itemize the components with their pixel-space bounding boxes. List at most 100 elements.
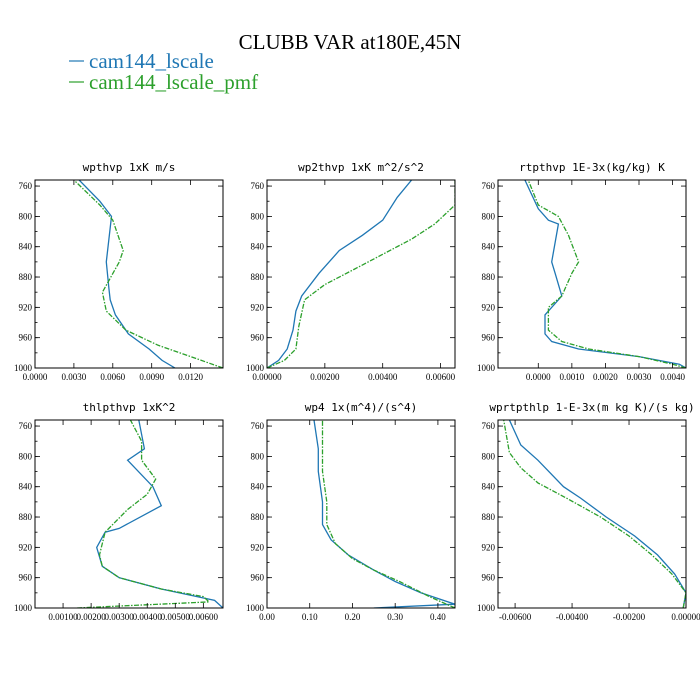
x-tick-label: 0.0000	[23, 372, 48, 382]
panel-2: wp2thvp 1xK m^2/s^2 760 800 840 880 920 960 100…	[246, 161, 456, 382]
y-tick-label: 760	[482, 181, 496, 191]
y-tick-label: 840	[482, 482, 496, 492]
legend-label-1: cam144_lscale	[89, 49, 214, 73]
y-tick-label: 1000	[477, 363, 496, 373]
y-tick-label: 1000	[246, 603, 265, 613]
y-tick-label: 840	[251, 242, 265, 252]
x-tick-label: 0.00	[259, 612, 275, 622]
x-tick-label: 0.0090	[139, 372, 164, 382]
y-tick-label: 840	[19, 242, 33, 252]
series-line-1	[313, 420, 455, 608]
y-tick-label: 800	[251, 211, 265, 221]
y-tick-label: 920	[251, 542, 265, 552]
y-tick-label: 880	[251, 512, 265, 522]
x-tick-label: 0.0020	[593, 372, 618, 382]
series-line-1	[267, 180, 413, 368]
x-tick-label: 0.20	[345, 612, 361, 622]
panel-3: rtpthvp 1E-3x(kg/kg) K 760 800 840 880 920 960…	[477, 161, 687, 382]
x-tick-label: 0.0040	[660, 372, 685, 382]
y-tick-label: 960	[19, 333, 33, 343]
y-tick-label: 960	[482, 333, 496, 343]
y-tick-label: 880	[482, 512, 496, 522]
y-tick-label: 1000	[246, 363, 265, 373]
x-tick-label: -0.00600	[499, 612, 532, 622]
panel-title: wprtpthlp 1-E-3x(m kg K)/(s kg)	[489, 401, 694, 414]
y-tick-label: 760	[251, 181, 265, 191]
y-tick-label: 800	[19, 451, 33, 461]
panel-title: wp4 1x(m^4)/(s^4)	[305, 401, 418, 414]
y-tick-label: 1000	[14, 363, 33, 373]
y-tick-label: 960	[251, 573, 265, 583]
panel-4: thlpthvp 1xK^2 760 800 840 880 920 960 1000 0.00…	[14, 401, 224, 622]
series-line-2	[527, 180, 686, 368]
y-tick-label: 920	[251, 302, 265, 312]
panel-5: wp4 1x(m^4)/(s^4)76080084088092096010000…	[246, 401, 456, 622]
x-tick-label: 0.40	[430, 612, 446, 622]
x-tick-label: 0.00000	[252, 372, 282, 382]
plot-frame	[497, 179, 687, 369]
panel-6: wprtpthlp 1-E-3x(m kg K)/(s kg) 760 800 840…	[477, 401, 700, 622]
series-line-2	[77, 420, 211, 608]
y-tick-label: 800	[482, 211, 496, 221]
x-tick-label: 0.00200	[310, 372, 340, 382]
series-line-2	[321, 420, 455, 608]
x-tick-label: 0.00400	[368, 372, 398, 382]
series-line-1	[78, 180, 176, 368]
plot-frame	[34, 419, 224, 609]
series-line-2	[503, 420, 686, 608]
series-line-1	[524, 180, 686, 368]
series-line-2	[267, 180, 455, 368]
y-tick-label: 920	[482, 542, 496, 552]
x-tick-label: 0.00600	[426, 372, 456, 382]
x-tick-label: 0.0030	[62, 372, 87, 382]
y-tick-label: 760	[19, 421, 33, 431]
x-tick-label: 0.00200	[76, 612, 106, 622]
y-tick-label: 800	[482, 451, 496, 461]
y-tick-label: 1000	[14, 603, 33, 613]
y-tick-label: 880	[19, 272, 33, 282]
plot-frame	[34, 179, 224, 369]
y-tick-label: 760	[251, 421, 265, 431]
y-tick-label: 920	[482, 302, 496, 312]
x-tick-label: 0.0030	[627, 372, 652, 382]
y-tick-label: 960	[251, 333, 265, 343]
plot-frame	[497, 419, 687, 609]
x-tick-label: -0.00200	[613, 612, 646, 622]
x-tick-label: 0.00100	[48, 612, 78, 622]
x-tick-label: 0.0060	[100, 372, 125, 382]
x-tick-label: 0.10	[302, 612, 318, 622]
y-tick-label: 760	[482, 421, 496, 431]
y-tick-label: 920	[19, 302, 33, 312]
y-tick-label: 920	[19, 542, 33, 552]
y-tick-label: 1000	[477, 603, 496, 613]
panel-title: wp2thvp 1xK m^2/s^2	[298, 161, 424, 174]
x-tick-label: 0.00600	[189, 612, 219, 622]
figure-title: CLUBB VAR at180E,45N	[239, 30, 462, 54]
panel-title: wpthvp 1xK m/s	[83, 161, 176, 174]
series-line-1	[508, 420, 686, 608]
x-tick-label: 0.00400	[133, 612, 163, 622]
x-tick-label: 0.0000	[526, 372, 551, 382]
legend: cam144_lscale cam144_lscale_pmf	[69, 49, 258, 94]
y-tick-label: 880	[19, 512, 33, 522]
x-tick-label: 0.00500	[161, 612, 191, 622]
x-tick-label: 0.00000	[671, 612, 700, 622]
series-line-1	[95, 420, 223, 608]
plot-frame	[266, 419, 456, 609]
panel-title: rtpthvp 1E-3x(kg/kg) K	[519, 161, 665, 174]
y-tick-label: 800	[19, 211, 33, 221]
x-tick-label: 0.30	[387, 612, 403, 622]
panel-title: thlpthvp 1xK^2	[83, 401, 176, 414]
x-tick-label: 0.00300	[105, 612, 135, 622]
y-tick-label: 840	[19, 482, 33, 492]
y-tick-label: 880	[251, 272, 265, 282]
y-tick-label: 960	[482, 573, 496, 583]
panels: wpthvp 1xK m/s76080084088092096010000.00…	[14, 161, 700, 622]
legend-label-2: cam144_lscale_pmf	[89, 70, 258, 94]
x-tick-label: -0.00400	[556, 612, 589, 622]
y-tick-label: 960	[19, 573, 33, 583]
y-tick-label: 800	[251, 451, 265, 461]
panel-1: wpthvp 1xK m/s76080084088092096010000.00…	[14, 161, 224, 382]
y-tick-label: 880	[482, 272, 496, 282]
